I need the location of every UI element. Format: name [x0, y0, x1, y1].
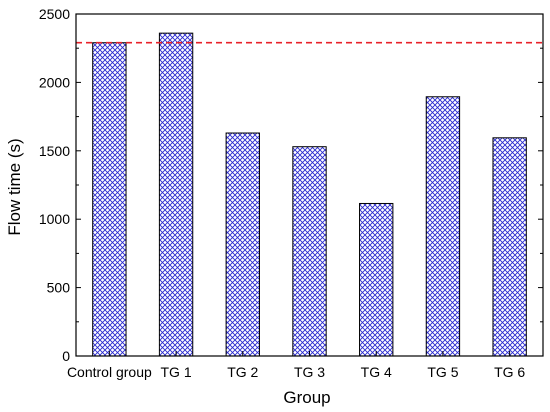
x-tick-label: TG 5: [427, 364, 458, 380]
y-tick-label: 2000: [39, 74, 70, 90]
y-ticks: 0 500 1000 1500 2000 2500: [39, 6, 543, 364]
bar-tg-5: [425, 96, 461, 357]
y-tick-label: 500: [47, 280, 71, 296]
bar-tg-1: [158, 32, 194, 357]
x-tick-label: TG 6: [494, 364, 525, 380]
y-tick-label: 0: [62, 348, 70, 364]
y-tick-label: 1000: [39, 211, 70, 227]
x-tick-label: TG 3: [294, 364, 325, 380]
x-tick-label: TG 4: [361, 364, 392, 380]
x-tick-label: Control group: [67, 364, 152, 380]
bars: [92, 32, 527, 357]
y-tick-label: 2500: [39, 6, 70, 22]
bar-tg-2: [225, 132, 260, 357]
x-axis-title: Group: [283, 388, 330, 407]
bar-tg-6: [492, 137, 527, 357]
y-tick-label: 1500: [39, 143, 70, 159]
x-tick-label: TG 2: [227, 364, 258, 380]
x-tick-label: TG 1: [161, 364, 192, 380]
bar-control-group: [92, 42, 127, 357]
bar-tg-4: [359, 202, 394, 357]
bar-tg-3: [292, 146, 327, 357]
y-axis-title: Flow time (s): [5, 138, 24, 235]
x-ticks: Control group TG 1 TG 2 TG 3 TG 4 TG 5 TG 6: [67, 351, 525, 380]
